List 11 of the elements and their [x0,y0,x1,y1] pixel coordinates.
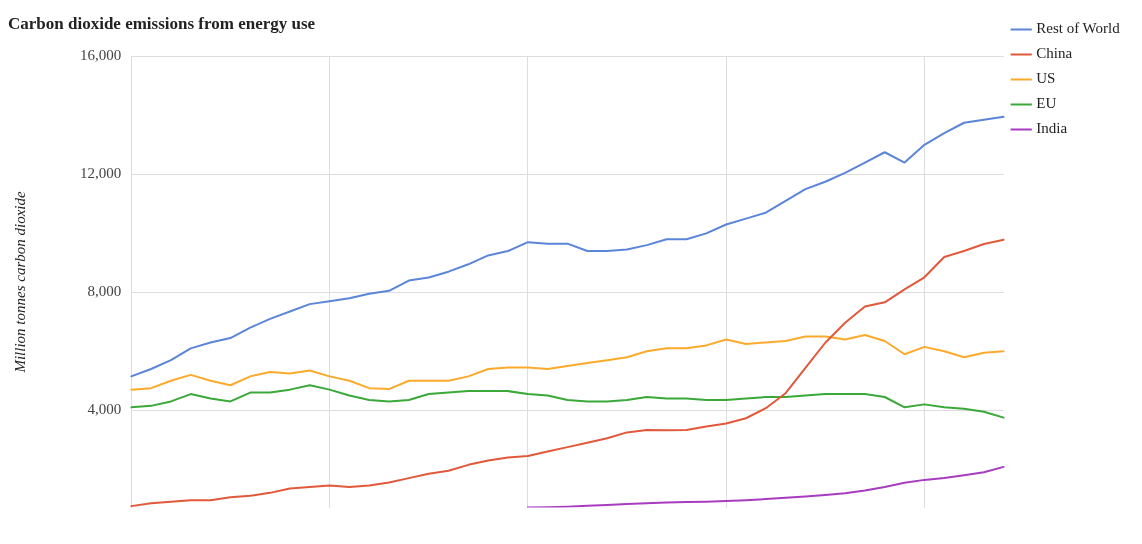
chart-title: Carbon dioxide emissions from energy use [8,13,316,33]
legend-label: US [1036,70,1056,87]
y-tick-label: 12,000 [80,165,122,182]
legend-label: China [1036,45,1073,62]
legend-label: EU [1036,95,1057,112]
legend-label: Rest of World [1036,20,1121,37]
y-tick-label: 4,000 [87,401,122,418]
legend-label: India [1036,120,1068,137]
y-tick-label: 8,000 [87,283,122,300]
y-tick-label: 16,000 [80,47,122,64]
y-axis-title: Million tonnes carbon dioxide [11,191,28,374]
